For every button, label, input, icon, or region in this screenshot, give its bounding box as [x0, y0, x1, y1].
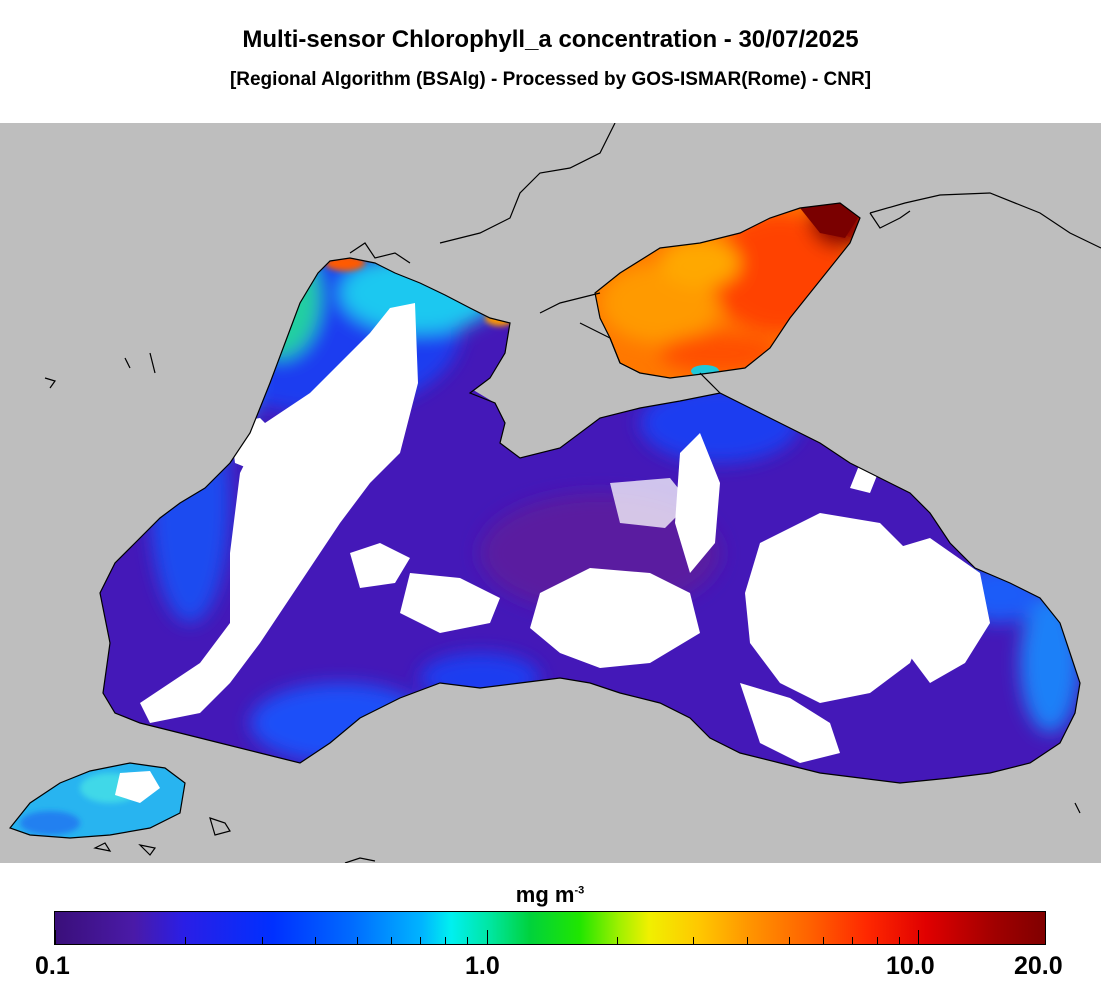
colorbar-units: mg m-3 — [470, 882, 630, 908]
colorbar-tick — [789, 937, 790, 944]
sea-of-azov-chlorophyll-field — [595, 203, 860, 378]
colorbar-tick — [918, 930, 919, 944]
chlorophyll-map — [0, 123, 1101, 863]
colorbar-tick — [55, 930, 56, 944]
colorbar-tick — [467, 937, 468, 944]
colorbar-tick — [391, 937, 392, 944]
colorbar-tick — [262, 937, 263, 944]
colorbar — [54, 911, 1046, 945]
colorbar-tick — [487, 930, 488, 944]
colorbar-label-max: 20.0 — [1014, 952, 1063, 980]
colorbar-tick — [315, 937, 316, 944]
colorbar-tick — [445, 937, 446, 944]
colorbar-label-10: 10.0 — [886, 952, 935, 980]
colorbar-tick — [747, 937, 748, 944]
colorbar-tick — [357, 937, 358, 944]
colorbar-label-min: 0.1 — [35, 952, 70, 980]
units-text: mg m — [515, 882, 575, 907]
colorbar-tick — [899, 937, 900, 944]
colorbar-tick — [693, 937, 694, 944]
units-exponent: -3 — [574, 884, 585, 897]
colorbar-tick — [185, 937, 186, 944]
colorbar-tick — [852, 937, 853, 944]
black-sea-chlorophyll-field — [100, 258, 1080, 783]
colorbar-tick — [617, 937, 618, 944]
colorbar-tick — [823, 937, 824, 944]
colorbar-tick — [420, 937, 421, 944]
map-title: Multi-sensor Chlorophyll_a concentration… — [242, 26, 859, 53]
map-subtitle: [Regional Algorithm (BSAlg) - Processed … — [229, 69, 872, 90]
coastline — [9, 123, 1101, 863]
sea-of-marmara-chlorophyll-field — [10, 763, 185, 838]
cloud-cover — [140, 303, 990, 763]
colorbar-label-1: 1.0 — [465, 952, 500, 980]
colorbar-tick — [877, 937, 878, 944]
